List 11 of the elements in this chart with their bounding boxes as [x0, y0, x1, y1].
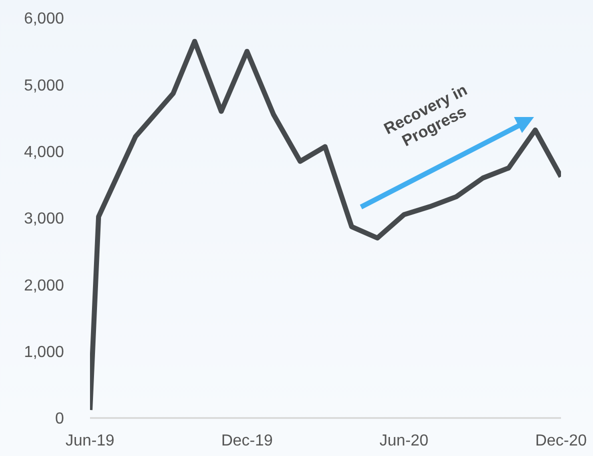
x-tick-label: Jun-19 — [66, 432, 115, 450]
y-tick-label: 3,000 — [24, 210, 64, 228]
y-tick-label: 2,000 — [24, 277, 64, 294]
y-tick-label: 5,000 — [24, 77, 64, 94]
x-tick-label: Dec-19 — [221, 432, 273, 450]
y-tick-label: 4,000 — [24, 144, 64, 162]
y-tick-label: 6,000 — [24, 10, 64, 28]
x-tick-label: Dec-20 — [535, 432, 587, 450]
y-tick-label: 1,000 — [24, 344, 64, 362]
y-tick-label: 0 — [55, 410, 64, 428]
x-tick-label: Jun-20 — [380, 432, 429, 450]
